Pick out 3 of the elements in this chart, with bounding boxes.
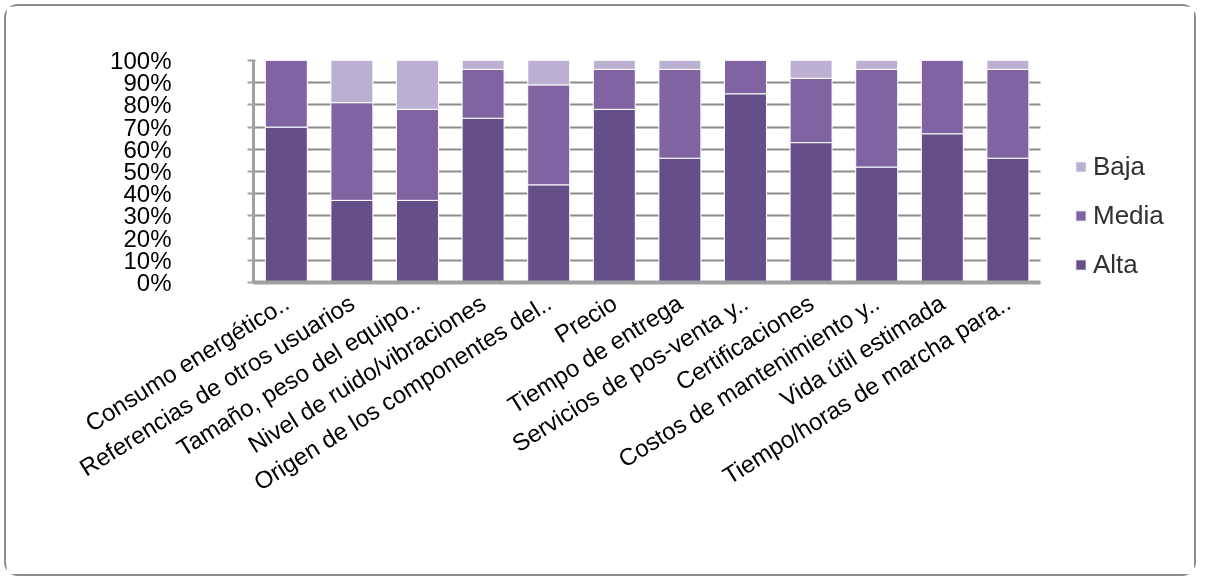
legend-label: Baja xyxy=(1093,151,1146,182)
legend-label: Media xyxy=(1093,200,1164,231)
legend-label: Alta xyxy=(1093,249,1138,280)
